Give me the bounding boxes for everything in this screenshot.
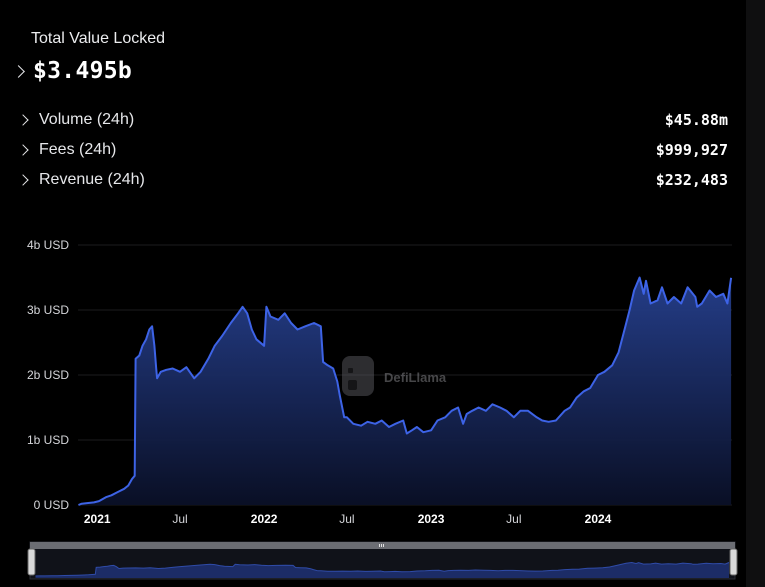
x-tick-label: 2022 bbox=[251, 512, 278, 526]
grip-icon bbox=[379, 544, 384, 547]
stat-value: $45.88m bbox=[664, 111, 728, 129]
y-tick-label: 4b USD bbox=[27, 238, 69, 252]
x-tick-label: Jul bbox=[506, 512, 521, 526]
x-tick-label: Jul bbox=[339, 512, 354, 526]
x-tick-label: 2021 bbox=[84, 512, 111, 526]
tvl-line bbox=[78, 276, 733, 506]
slider-handle-right[interactable] bbox=[729, 548, 738, 576]
y-axis: 0 USD 1b USD 2b USD 3b USD 4b USD bbox=[27, 238, 69, 512]
tvl-title: Total Value Locked bbox=[31, 30, 166, 47]
protocol-stats-panel: Total Value Locked $3.495b Volume (24h) … bbox=[0, 0, 746, 586]
y-tick-label: 2b USD bbox=[27, 368, 69, 382]
watermark: DefiLlama bbox=[342, 356, 447, 396]
mini-tvl-line bbox=[35, 561, 730, 577]
range-slider[interactable] bbox=[0, 538, 746, 586]
x-tick-label: 2023 bbox=[418, 512, 445, 526]
y-tick-label: 3b USD bbox=[27, 303, 69, 317]
stat-value: $999,927 bbox=[655, 141, 728, 159]
stat-row-volume[interactable]: Volume (24h) $45.88m bbox=[14, 109, 728, 131]
y-tick-label: 1b USD bbox=[27, 433, 69, 447]
x-tick-label: Jul bbox=[172, 512, 187, 526]
tvl-expand-toggle[interactable]: $3.495b bbox=[12, 58, 133, 84]
watermark-text: DefiLlama bbox=[384, 370, 447, 385]
stat-label: Revenue (24h) bbox=[39, 171, 145, 188]
stat-label: Fees (24h) bbox=[39, 141, 117, 158]
x-axis: 2021 Jul 2022 Jul 2023 Jul 2024 bbox=[84, 512, 612, 526]
x-tick-label: 2024 bbox=[585, 512, 612, 526]
stat-row-revenue[interactable]: Revenue (24h) $232,483 bbox=[14, 169, 728, 191]
llama-logo-icon bbox=[342, 356, 374, 396]
slider-handle-left[interactable] bbox=[27, 548, 36, 576]
slider-track-top[interactable] bbox=[30, 542, 735, 549]
y-tick-label: 0 USD bbox=[34, 498, 70, 512]
page-scroll-gutter bbox=[746, 0, 765, 587]
stat-row-fees[interactable]: Fees (24h) $999,927 bbox=[14, 139, 728, 161]
mini-tvl-area bbox=[35, 562, 729, 578]
tvl-value: $3.495b bbox=[33, 58, 133, 84]
tvl-area bbox=[78, 277, 732, 505]
stat-value: $232,483 bbox=[655, 171, 728, 189]
stat-label: Volume (24h) bbox=[39, 111, 135, 128]
